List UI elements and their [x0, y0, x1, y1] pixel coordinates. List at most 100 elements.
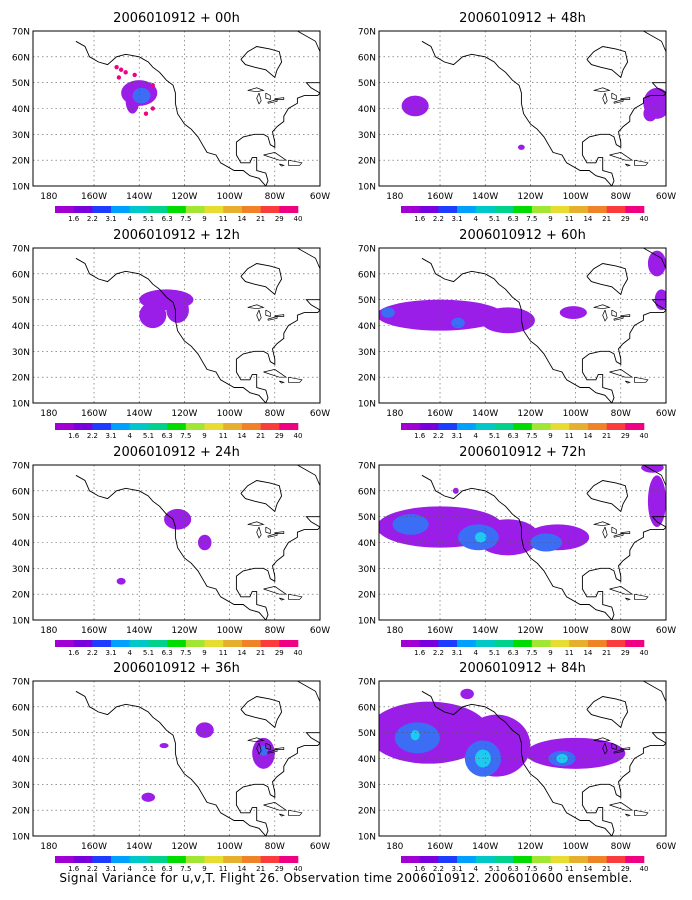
lat-tick-label: 30N [12, 781, 30, 791]
colorbar-swatch [241, 206, 261, 213]
colorbar-label: 21 [602, 649, 611, 657]
lat-tick-label: 20N [12, 157, 30, 167]
great-lake-outline [620, 747, 631, 750]
variance-blob [132, 87, 151, 104]
map-frame [32, 30, 321, 187]
colorbar-label: 21 [256, 649, 265, 657]
lat-tick-label: 10N [12, 183, 30, 193]
lon-tick-label: 100W [563, 409, 589, 419]
lat-tick-label: 10N [358, 183, 376, 193]
colorbar-label: 5.1 [489, 649, 500, 657]
figure-caption: Signal Variance for u,v,T. Flight 26. Ob… [59, 871, 633, 885]
colorbar-swatch [129, 640, 149, 647]
colorbar-swatch [241, 856, 261, 863]
colorbar-label: 40 [640, 215, 649, 223]
lon-tick-label: 160W [427, 626, 453, 636]
greenland-outline [643, 31, 666, 52]
colorbar-swatch [531, 640, 551, 647]
colorbar-label: 2.2 [433, 649, 444, 657]
great-lake-outline [613, 533, 624, 538]
colorbar-label: 14 [583, 865, 592, 873]
colorbar-swatch [569, 206, 589, 213]
colorbar-swatch [531, 856, 551, 863]
great-lake-outline [593, 87, 611, 93]
lon-tick-label: 180 [386, 409, 403, 419]
variance-blob [641, 465, 664, 473]
panel-title: 2006010912 + 72h [459, 445, 586, 460]
island-outline [609, 586, 634, 595]
colorbar-swatch [494, 856, 514, 863]
great-lake-outline [620, 314, 631, 317]
colorbar-swatch [223, 423, 243, 430]
colorbar-label: 6.3 [162, 215, 173, 223]
panel-title: 2006010912 + 36h [113, 661, 240, 676]
lon-tick-label: 100W [563, 192, 589, 202]
map-panel-3: 2006010912 + 60h 10N 20N 30N 40N 50N 60N 70N 180… [358, 228, 676, 440]
lon-tick-label: 80W [265, 842, 285, 852]
lon-tick-label: 120W [171, 842, 197, 852]
lat-tick-label: 60N [358, 270, 376, 280]
greenland-outline [297, 681, 320, 702]
colorbar-swatch [587, 856, 607, 863]
island-outline [263, 802, 288, 811]
lat-tick-label: 50N [358, 729, 376, 739]
colorbar-label: 29 [275, 432, 284, 440]
lon-tick-label: 80W [611, 409, 631, 419]
great-lake-outline [593, 304, 611, 310]
colorbar-label: 40 [294, 432, 303, 440]
lon-tick-label: 100W [563, 842, 589, 852]
lat-tick-label: 40N [358, 322, 376, 332]
variance-blob [556, 753, 568, 764]
colorbar-label: 21 [602, 432, 611, 440]
colorbar-label: 7.5 [180, 865, 191, 873]
great-lake-outline [256, 309, 262, 322]
colorbar-swatch [260, 423, 280, 430]
colorbar-label: 11 [219, 432, 228, 440]
colorbar-swatch [494, 423, 514, 430]
lat-tick-label: 70N [12, 245, 30, 255]
great-lake-outline [611, 309, 617, 317]
great-lake-outline [247, 87, 265, 93]
colorbar-swatch [185, 423, 205, 430]
lat-tick-label: 60N [358, 53, 376, 63]
colorbar-swatch [625, 640, 645, 647]
lon-tick-label: 60W [656, 409, 676, 419]
colorbar-swatch [625, 423, 645, 430]
colorbar-swatch [223, 856, 243, 863]
colorbar-label: 5.1 [489, 215, 500, 223]
lon-tick-label: 140W [126, 409, 152, 419]
lon-tick-label: 120W [517, 842, 543, 852]
colorbar-label: 9 [202, 215, 206, 223]
hudson-bay-outline [586, 263, 629, 296]
lon-tick-label: 160W [427, 192, 453, 202]
colorbar-swatch [148, 206, 168, 213]
map-area [379, 31, 666, 186]
lon-tick-label: 80W [611, 192, 631, 202]
colorbar-label: 11 [219, 865, 228, 873]
great-lake-outline [256, 742, 262, 755]
variance-blob [401, 95, 429, 117]
colorbar-label: 6.3 [508, 432, 519, 440]
colorbar-swatch [438, 423, 458, 430]
lat-tick-label: 50N [358, 79, 376, 89]
colorbar-label: 11 [219, 215, 228, 223]
island-outline [279, 813, 285, 817]
map-panel-0: 2006010912 + 00h 10N 20N 30N 40N 50N 60N 70N 180… [12, 11, 330, 223]
great-lake-outline [593, 737, 611, 743]
colorbar-label: 9 [548, 865, 552, 873]
coastline [75, 257, 320, 403]
lon-tick-label: 60W [656, 842, 676, 852]
lon-tick-label: 140W [472, 192, 498, 202]
lat-tick-label: 50N [12, 729, 30, 739]
colorbar-swatch [531, 423, 551, 430]
colorbar-label: 1.6 [414, 649, 426, 657]
island-outline [625, 163, 631, 167]
colorbar-label: 5.1 [143, 215, 154, 223]
lon-tick-label: 160W [81, 842, 107, 852]
great-lake-outline [256, 92, 262, 105]
colorbar-label: 21 [602, 865, 611, 873]
colorbar-swatch [513, 856, 533, 863]
colorbar-label: 40 [294, 215, 303, 223]
map-area [379, 681, 666, 836]
colorbar-swatch [260, 640, 280, 647]
